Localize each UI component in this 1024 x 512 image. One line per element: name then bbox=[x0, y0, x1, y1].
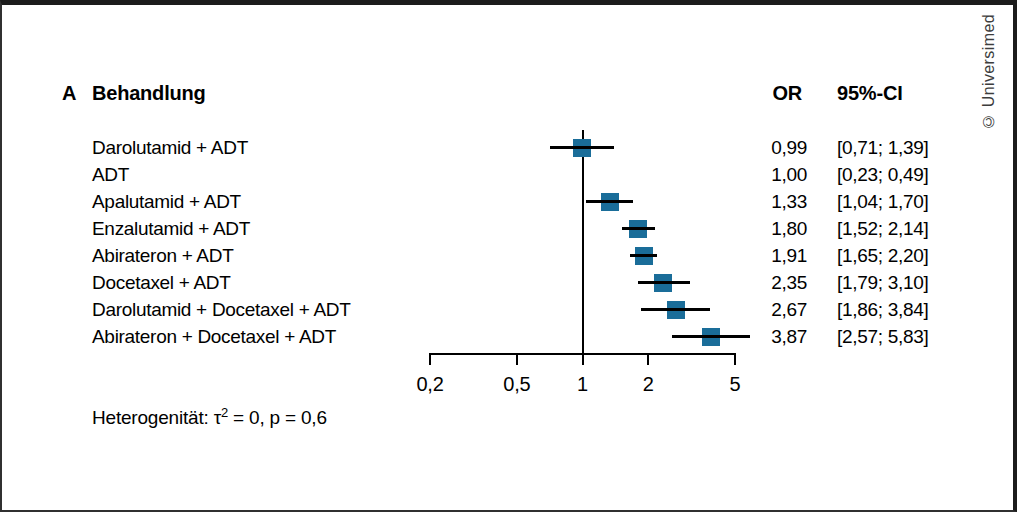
chart-layer: Darolutamid + ADT 0,99 [0,71; 1,39] ADT 1,00… bbox=[0, 0, 1024, 512]
ci-value: [1,86; 3,84] bbox=[837, 298, 928, 322]
x-axis-tick bbox=[516, 353, 518, 365]
x-axis-tick-label: 0,5 bbox=[482, 372, 552, 396]
or-value: 1,00 bbox=[727, 163, 807, 187]
x-axis-tick-label: 5 bbox=[700, 372, 770, 396]
ci-value: [1,79; 3,10] bbox=[837, 271, 928, 295]
treatment-label: Abirateron + Docetaxel + ADT bbox=[92, 325, 336, 349]
ci-value: [0,71; 1,39] bbox=[837, 136, 928, 160]
x-axis-tick bbox=[429, 353, 431, 365]
copyright-label: © Universimed bbox=[980, 14, 998, 130]
ci-line bbox=[630, 254, 657, 257]
ci-value: [2,57; 5,83] bbox=[837, 325, 928, 349]
ci-value: [1,65; 2,20] bbox=[837, 244, 928, 268]
ci-value: [1,04; 1,70] bbox=[837, 190, 928, 214]
treatment-label: Darolutamid + Docetaxel + ADT bbox=[92, 298, 350, 322]
ci-line bbox=[586, 200, 633, 203]
forest-plot-figure: A Behandlung OR 95%-CI Darolutamid + ADT… bbox=[0, 0, 1024, 512]
ci-value: [0,23; 0,49] bbox=[837, 163, 928, 187]
ci-line bbox=[550, 146, 614, 149]
x-axis-tick bbox=[647, 353, 649, 365]
or-value: 0,99 bbox=[727, 136, 807, 160]
heterogeneity-text-suffix: = 0, p = 0,6 bbox=[228, 407, 327, 428]
or-value: 2,35 bbox=[727, 271, 807, 295]
treatment-label: Abirateron + ADT bbox=[92, 244, 233, 268]
ci-line bbox=[641, 308, 710, 311]
or-value: 1,80 bbox=[727, 217, 807, 241]
ci-line bbox=[622, 227, 654, 230]
x-axis-tick bbox=[582, 353, 584, 365]
x-axis-tick-label: 0,2 bbox=[395, 372, 465, 396]
x-axis-tick-label: 1 bbox=[548, 372, 618, 396]
heterogeneity-note: Heterogenität: τ2 = 0, p = 0,6 bbox=[92, 407, 327, 429]
ci-line bbox=[638, 281, 690, 284]
treatment-label: Docetaxel + ADT bbox=[92, 271, 231, 295]
or-value: 2,67 bbox=[727, 298, 807, 322]
treatment-label: Apalutamid + ADT bbox=[92, 190, 241, 214]
x-axis-tick bbox=[734, 353, 736, 365]
heterogeneity-text-prefix: Heterogenität: τ bbox=[92, 407, 221, 428]
treatment-label: Darolutamid + ADT bbox=[92, 136, 248, 160]
reference-line bbox=[582, 130, 584, 353]
ci-line bbox=[672, 335, 750, 338]
heterogeneity-superscript: 2 bbox=[221, 405, 228, 420]
treatment-label: Enzalutamid + ADT bbox=[92, 217, 250, 241]
treatment-label: ADT bbox=[92, 163, 129, 187]
ci-value: [1,52; 2,14] bbox=[837, 217, 928, 241]
or-value: 1,33 bbox=[727, 190, 807, 214]
x-axis-tick-label: 2 bbox=[613, 372, 683, 396]
or-value: 1,91 bbox=[727, 244, 807, 268]
